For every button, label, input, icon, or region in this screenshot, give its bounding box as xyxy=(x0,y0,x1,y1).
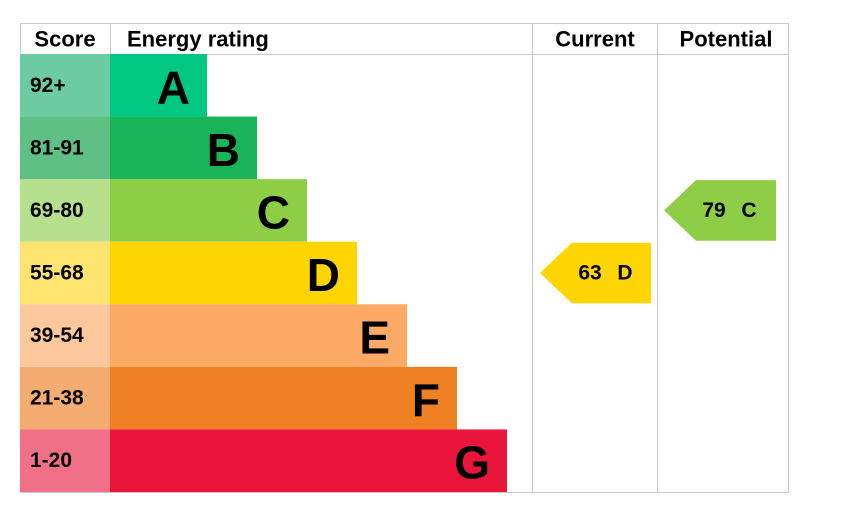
rating-letter: D xyxy=(307,249,340,301)
rating-bar xyxy=(110,54,207,117)
rating-letter: C xyxy=(257,186,290,238)
score-range: 1-20 xyxy=(30,449,72,472)
potential-indicator: 79 C xyxy=(664,180,776,241)
rating-bar xyxy=(110,304,407,367)
rating-letter: F xyxy=(412,374,440,426)
rating-bar xyxy=(110,429,507,492)
rating-letter: G xyxy=(454,437,490,489)
rating-bar xyxy=(110,241,357,305)
current-score: 63 xyxy=(578,262,601,285)
rating-bar xyxy=(110,179,307,242)
rating-letter: E xyxy=(359,312,390,364)
score-cell xyxy=(20,54,110,117)
score-range: 92+ xyxy=(30,74,66,97)
header-energy-rating: Energy rating xyxy=(127,27,269,52)
score-cell xyxy=(20,241,110,305)
potential-arrow xyxy=(664,180,776,241)
score-range: 21-38 xyxy=(30,387,84,410)
rating-bar xyxy=(110,366,457,430)
current-rating: D xyxy=(617,262,632,285)
score-cell xyxy=(20,304,110,367)
score-range: 39-54 xyxy=(30,324,84,347)
rating-letter: B xyxy=(207,124,240,176)
rating-letter: A xyxy=(157,61,190,113)
potential-score: 79 xyxy=(702,199,725,222)
score-cell xyxy=(20,429,110,492)
score-cell xyxy=(20,366,110,430)
score-range: 81-91 xyxy=(30,136,84,159)
current-arrow xyxy=(540,242,651,304)
header-current: Current xyxy=(555,27,635,52)
current-indicator: 63 D xyxy=(540,242,651,304)
rating-bar xyxy=(110,116,257,180)
score-cell xyxy=(20,116,110,180)
header-potential: Potential xyxy=(680,27,773,52)
score-range: 69-80 xyxy=(30,199,84,222)
score-cell xyxy=(20,179,110,242)
score-range: 55-68 xyxy=(30,262,84,285)
potential-rating: C xyxy=(741,199,756,222)
header-score: Score xyxy=(34,27,95,52)
